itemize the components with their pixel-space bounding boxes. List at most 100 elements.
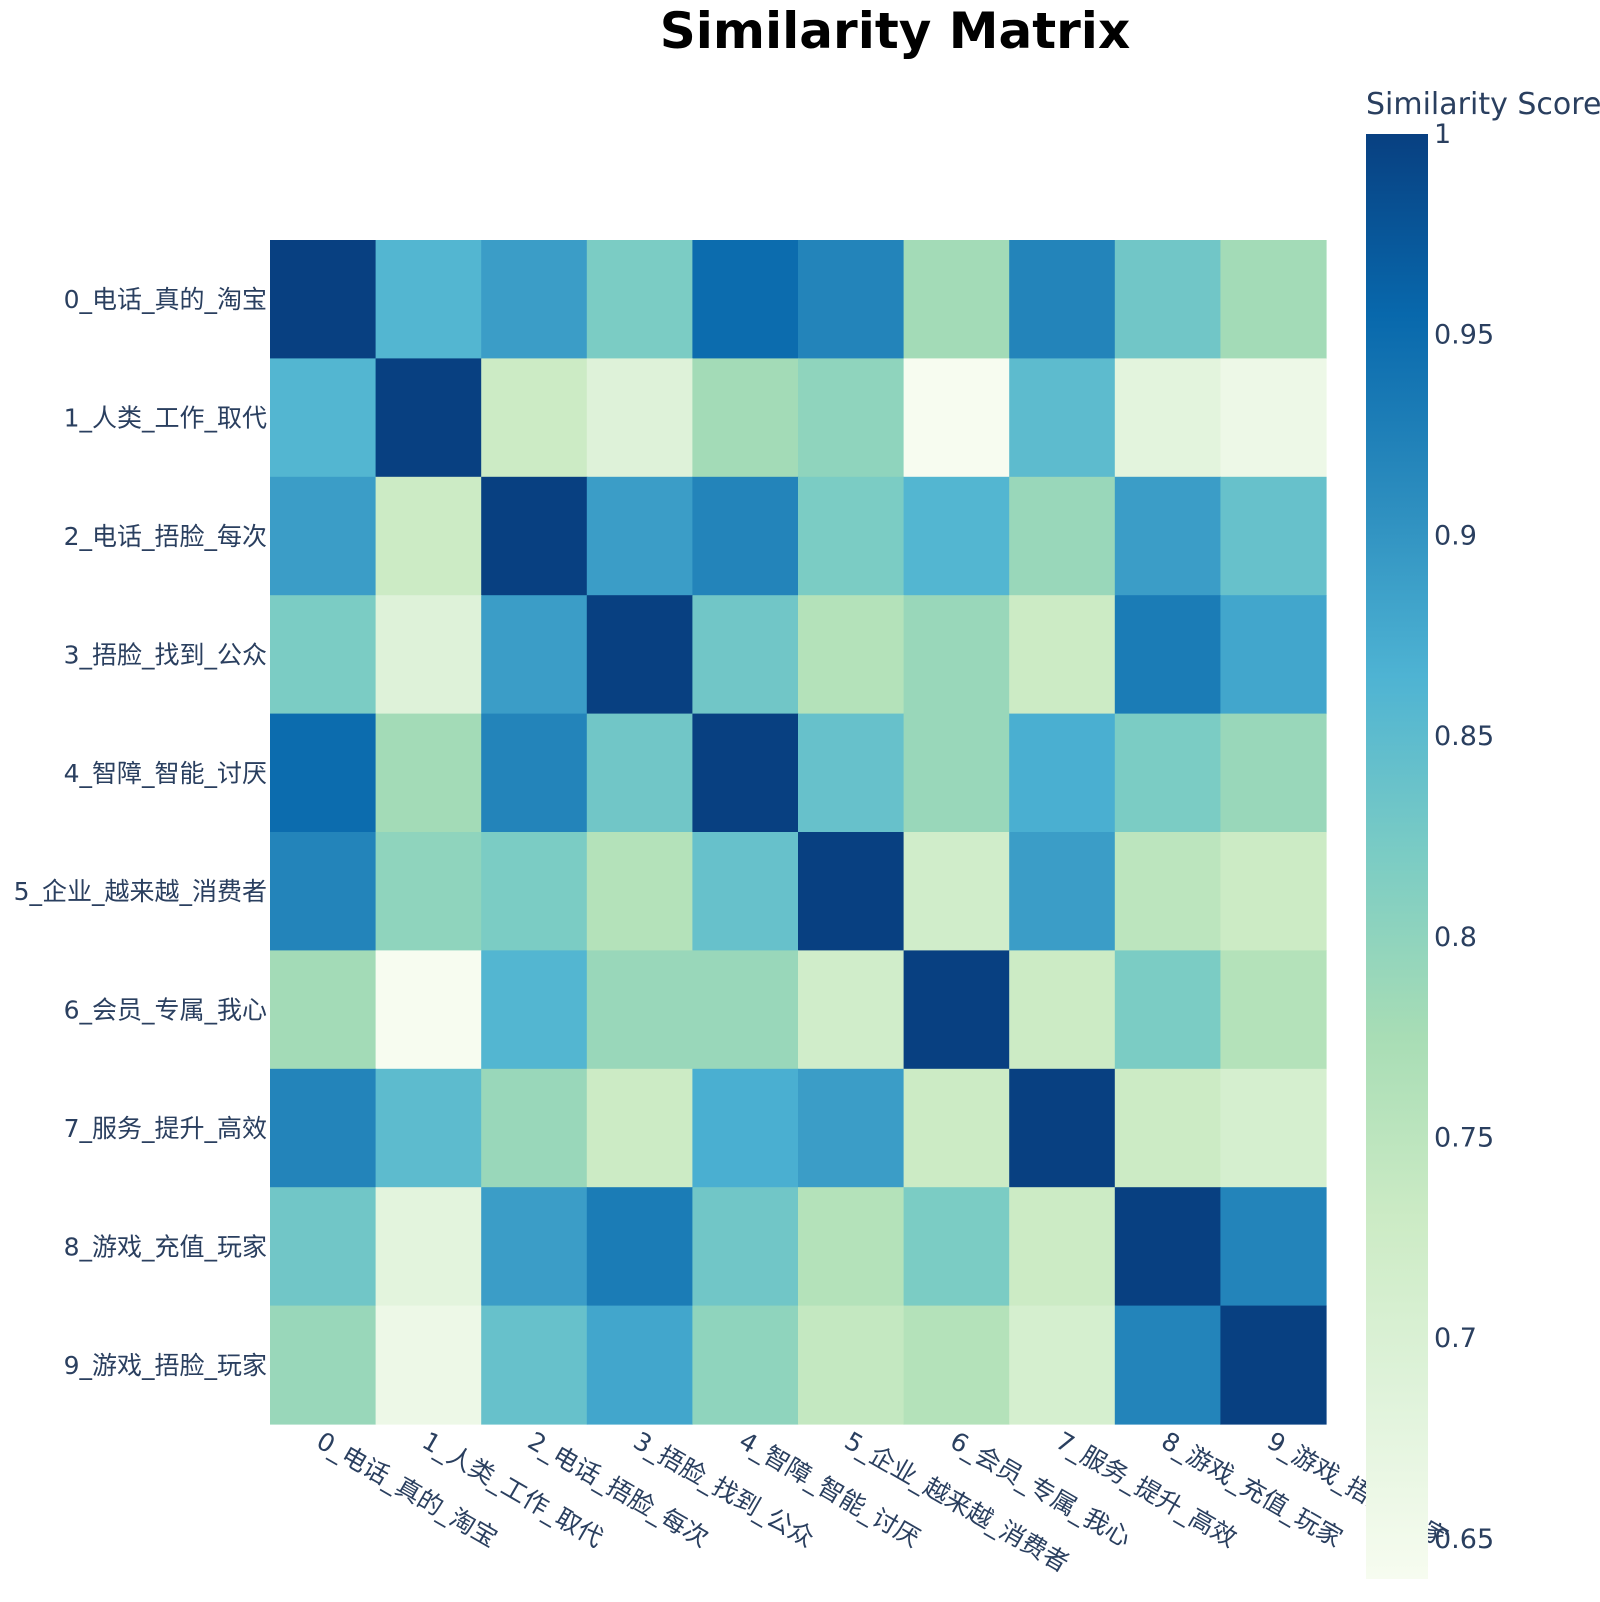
- colorbar-gradient: [1366, 134, 1428, 1579]
- y-tick-label-7: 7_服务_提升_高效: [64, 1114, 267, 1143]
- heatmap-cell-9-5: [798, 1305, 905, 1425]
- heatmap-cell-2-2: [481, 476, 588, 596]
- heatmap-cell-1-7: [1009, 358, 1116, 478]
- heatmap-cell-4-0: [270, 713, 377, 833]
- heatmap-cell-6-2: [481, 950, 588, 1070]
- colorbar-title: Similarity Score: [1366, 87, 1600, 122]
- x-tick-label-0: 0_电话_真的_淘宝: [312, 1426, 503, 1553]
- heatmap-cell-6-8: [1114, 950, 1221, 1070]
- heatmap-cell-2-8: [1114, 476, 1221, 596]
- heatmap-cell-9-1: [375, 1305, 482, 1425]
- heatmap-cell-3-3: [586, 595, 693, 715]
- heatmap-cell-8-7: [1009, 1187, 1116, 1307]
- heatmap-cell-9-7: [1009, 1305, 1116, 1425]
- colorbar: Similarity Score 0.650.70.750.80.850.90.…: [1366, 87, 1600, 1579]
- y-tick-label-0: 0_电话_真的_淘宝: [64, 285, 267, 314]
- heatmap-cell-4-3: [586, 713, 693, 833]
- heatmap-cell-0-6: [903, 240, 1010, 359]
- chart-title: Similarity Matrix: [660, 2, 1130, 60]
- heatmap-cell-5-9: [1220, 832, 1327, 951]
- y-tick-label-4: 4_智障_智能_讨厌: [64, 759, 267, 788]
- heatmap-cell-4-7: [1009, 713, 1116, 833]
- colorbar-tick-labels: 0.65 0.7 0.75 0.8 0.85 0.9 0.95 1: [1434, 119, 1494, 1555]
- heatmap-cell-4-2: [481, 713, 588, 833]
- colorbar-tick-1: 0.7: [1434, 1323, 1477, 1354]
- heatmap-cell-4-6: [903, 713, 1010, 833]
- heatmap-cell-3-7: [1009, 595, 1116, 715]
- heatmap-cell-7-6: [903, 1068, 1010, 1188]
- heatmap-cell-8-9: [1220, 1187, 1327, 1307]
- heatmap-cell-1-1: [375, 358, 482, 478]
- heatmap-cell-4-4: [692, 713, 799, 833]
- y-tick-label-2: 2_电话_捂脸_每次: [64, 522, 267, 551]
- heatmap-cell-2-4: [692, 476, 799, 596]
- heatmap-cell-9-2: [481, 1305, 588, 1425]
- heatmap-cell-2-9: [1220, 476, 1327, 596]
- heatmap-cell-6-4: [692, 950, 799, 1070]
- colorbar-tick-4: 0.85: [1434, 721, 1494, 752]
- heatmap-cell-7-2: [481, 1068, 588, 1188]
- heatmap-cell-5-2: [481, 832, 588, 951]
- heatmap-cell-9-4: [692, 1305, 799, 1425]
- heatmap-cell-0-1: [375, 240, 482, 359]
- heatmap-cell-2-1: [375, 476, 482, 596]
- heatmap-cell-9-9: [1220, 1305, 1327, 1425]
- heatmap-cell-8-8: [1114, 1187, 1221, 1307]
- heatmap-cell-5-0: [270, 832, 377, 951]
- heatmap-cell-8-0: [270, 1187, 377, 1307]
- heatmap-cell-2-6: [903, 476, 1010, 596]
- heatmap-cell-9-8: [1114, 1305, 1221, 1425]
- x-tick-label-2: 2_电话_捂脸_每次: [523, 1426, 714, 1553]
- colorbar-tick-6: 0.95: [1434, 320, 1494, 351]
- heatmap-cell-3-5: [798, 595, 905, 715]
- colorbar-tick-2: 0.75: [1434, 1122, 1494, 1153]
- heatmap-cell-8-5: [798, 1187, 905, 1307]
- colorbar-tick-5: 0.9: [1434, 520, 1477, 551]
- heatmap-cell-4-5: [798, 713, 905, 833]
- heatmap-cell-6-1: [375, 950, 482, 1070]
- x-tick-label-7: 7_服务_提升_高效: [1051, 1426, 1242, 1553]
- heatmap-cell-1-5: [798, 358, 905, 478]
- heatmap-cell-0-9: [1220, 240, 1327, 359]
- heatmap-cell-5-8: [1114, 832, 1221, 951]
- heatmap-cell-6-0: [270, 950, 377, 1070]
- heatmap-cell-8-6: [903, 1187, 1010, 1307]
- heatmap-cell-5-1: [375, 832, 482, 951]
- heatmap-cell-1-9: [1220, 358, 1327, 478]
- heatmap-cell-3-6: [903, 595, 1010, 715]
- heatmap-cell-8-4: [692, 1187, 799, 1307]
- heatmap-cell-3-8: [1114, 595, 1221, 715]
- heatmap-cells: [270, 240, 1327, 1425]
- heatmap-cell-5-3: [586, 832, 693, 951]
- y-tick-label-6: 6_会员_专属_我心: [64, 996, 267, 1025]
- y-tick-label-5: 5_企业_越来越_消费者: [14, 877, 267, 906]
- x-tick-label-4: 4_智障_智能_讨厌: [734, 1426, 925, 1553]
- heatmap-cell-1-3: [586, 358, 693, 478]
- heatmap-cell-6-3: [586, 950, 693, 1070]
- heatmap-cell-7-8: [1114, 1068, 1221, 1188]
- heatmap-cell-7-5: [798, 1068, 905, 1188]
- heatmap-cell-1-4: [692, 358, 799, 478]
- heatmap-cell-7-7: [1009, 1068, 1116, 1188]
- heatmap-cell-0-8: [1114, 240, 1221, 359]
- heatmap-cell-0-3: [586, 240, 693, 359]
- y-axis-tick-labels: 0_电话_真的_淘宝 1_人类_工作_取代 2_电话_捂脸_每次 3_捂脸_找到_公众…: [14, 285, 267, 1380]
- heatmap-cell-6-7: [1009, 950, 1116, 1070]
- x-tick-label-8: 8_游戏_充值_玩家: [1157, 1426, 1348, 1553]
- heatmap-cell-6-6: [903, 950, 1010, 1070]
- heatmap-cell-3-1: [375, 595, 482, 715]
- heatmap-cell-0-5: [798, 240, 905, 359]
- heatmap-cell-6-5: [798, 950, 905, 1070]
- heatmap-cell-7-4: [692, 1068, 799, 1188]
- heatmap-cell-1-8: [1114, 358, 1221, 478]
- heatmap-cell-6-9: [1220, 950, 1327, 1070]
- heatmap-cell-3-4: [692, 595, 799, 715]
- heatmap-cell-2-3: [586, 476, 693, 596]
- x-tick-label-1: 1_人类_工作_取代: [417, 1426, 608, 1553]
- heatmap-cell-0-7: [1009, 240, 1116, 359]
- heatmap-cell-0-0: [270, 240, 377, 359]
- heatmap-cell-7-9: [1220, 1068, 1327, 1188]
- x-axis-tick-labels: 0_电话_真的_淘宝1_人类_工作_取代2_电话_捂脸_每次3_捂脸_找到_公众…: [312, 1426, 1453, 1578]
- heatmap-cell-4-1: [375, 713, 482, 833]
